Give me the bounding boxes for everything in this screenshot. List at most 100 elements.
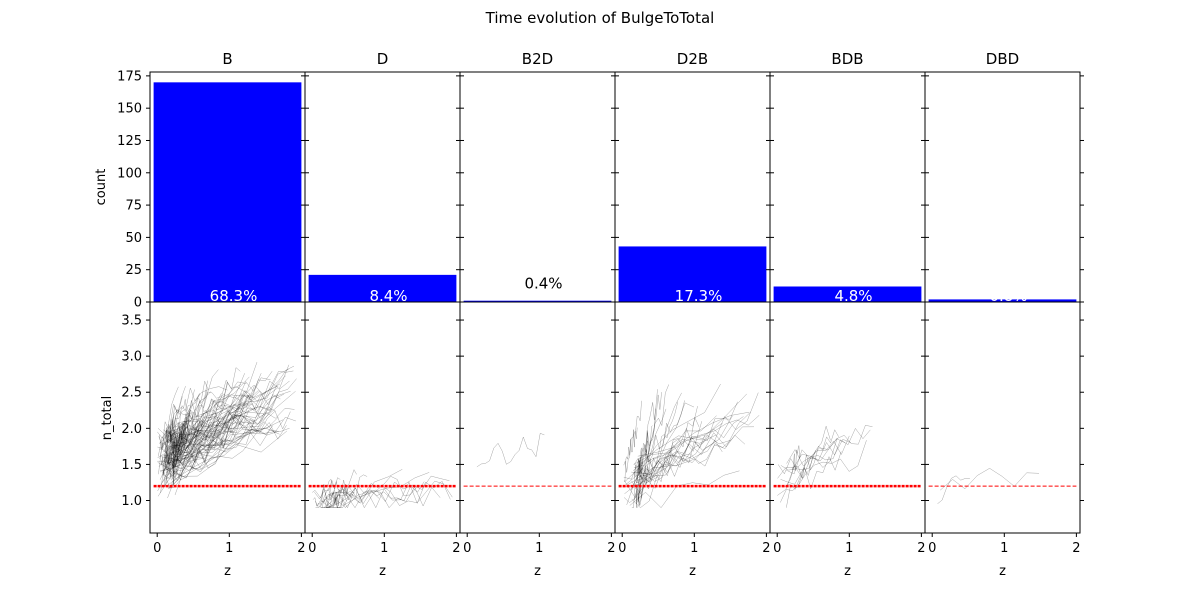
track-line [160,406,276,457]
track-line [166,428,259,482]
panel-d: D 8.4% 0 1 2 z [301,50,464,579]
percent-label-d2b: 17.3% [675,287,723,305]
track-line [171,396,241,462]
track-line [169,396,253,454]
track-line [632,393,747,471]
bar-d [308,274,457,302]
x-axis-label-b: z [224,564,231,579]
track-line [167,427,280,486]
track-line [161,379,242,473]
track-line [162,408,273,441]
count-axis-label: count [94,169,109,206]
percent-label-bdb: 4.8% [834,287,872,305]
track-line [170,411,191,450]
tracks-b [157,362,297,499]
track-line [157,422,287,468]
track-line [159,412,205,460]
track-line [634,434,746,490]
track-line [171,414,257,470]
track-line [172,429,186,461]
track-line [167,377,271,499]
track-line [167,411,196,464]
tracks-d2b [623,383,760,509]
track-line [172,391,267,477]
panel-title-b: B [222,50,232,68]
track-line [172,387,278,466]
track-line [780,451,842,503]
track-line [639,402,695,475]
xtick-label: 0 [928,541,936,556]
track-line [165,389,259,473]
track-line [173,391,226,436]
track-line [174,376,250,456]
track-line [171,380,209,454]
track-line [625,415,733,488]
panel-title-d: D [377,50,389,68]
panel-dbd: DBD 0.8% 0 1 2 z [921,50,1084,579]
track-line [166,419,284,471]
track-line [169,394,238,460]
track-line [318,469,403,508]
xtick-label: 0 [463,541,471,556]
xtick-label: 2 [607,541,615,556]
track-line [636,430,650,483]
track-line [637,415,760,481]
track-line [633,400,685,474]
track-line [170,367,241,465]
track-line [324,483,352,506]
track-line [162,411,265,461]
track-line [173,373,245,440]
top-ytick-label: 0 [134,296,142,311]
percent-label-dbd: 0.8% [989,287,1027,305]
track-line [170,416,279,463]
track-line [168,392,243,442]
track-line [159,373,262,472]
track-line [163,391,296,470]
track-line [162,382,229,444]
bar-b2d [463,300,612,302]
track-line [634,401,679,506]
track-line [164,423,180,472]
track-line [157,389,195,457]
track-line [631,389,658,508]
track-line [157,386,228,437]
track-line [171,425,215,449]
xtick-label: 0 [773,541,781,556]
track-line [158,393,251,468]
xtick-label: 0 [153,541,161,556]
track-line [166,428,229,481]
track-line [174,410,291,463]
track-line [163,383,281,466]
track-line [476,432,545,468]
track-line [174,423,185,458]
track-line [630,392,682,491]
bar-b [153,82,302,302]
top-ytick-label: 50 [125,231,142,246]
xtick-label: 2 [762,541,770,556]
track-line [782,429,839,487]
track-line [636,425,653,474]
track-line [170,394,278,464]
bottom-ytick-label: 3.0 [121,350,142,365]
track-line [625,426,755,485]
track-line [638,406,698,506]
track-line [638,415,717,473]
track-line [157,387,200,439]
track-line [163,423,184,487]
track-line [777,450,816,475]
panel-title-d2b: D2B [677,50,708,68]
track-line [167,419,255,465]
track-line [173,364,290,472]
track-line [626,440,731,486]
track-line [164,399,190,459]
track-line [167,421,242,489]
percent-label-d: 8.4% [369,287,407,305]
tracks-dbd [937,468,1040,504]
track-line [169,391,212,450]
panel-b2d: B2D 0.4% 0 1 2 z [456,50,619,579]
track-line [329,481,425,502]
x-axis-label-b2d: z [534,564,541,579]
track-line [637,459,652,508]
track-line [158,386,179,475]
